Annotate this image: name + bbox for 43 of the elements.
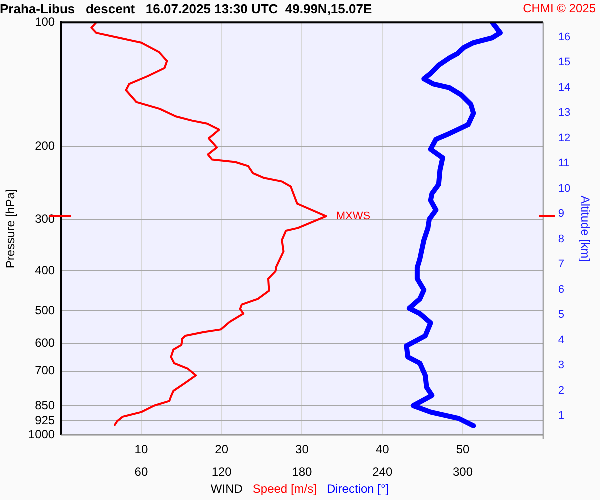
y2-tick-label: 6 <box>558 284 564 296</box>
text: Speed [m/s] <box>252 482 317 496</box>
y-tick-label: 400 <box>35 263 56 278</box>
x-tick-label: 20 <box>215 442 229 457</box>
y-tick-label: 100 <box>35 14 56 29</box>
x-tick-label: 10 <box>134 442 148 457</box>
y2-tick-label: 3 <box>558 360 564 372</box>
x-tick-label: 30 <box>296 442 310 457</box>
x2-tick-label: 120 <box>212 465 232 480</box>
x2-tick-label: 300 <box>452 465 474 480</box>
y-tick-label: 700 <box>35 364 56 378</box>
x2-tick-label: 240 <box>372 465 393 480</box>
y-tick-label: 500 <box>35 303 56 318</box>
x2-tick-label: 60 <box>134 465 148 480</box>
y2-tick-label: 2 <box>558 384 564 397</box>
x-axis-title: WIND <box>210 482 243 496</box>
y-tick-label: 600 <box>35 336 56 350</box>
text: Direction [°] <box>326 482 390 496</box>
y2-tick-label: 4 <box>558 334 564 346</box>
y2-tick-label: 12 <box>558 132 571 144</box>
annotation: MXWS <box>336 210 371 222</box>
y2-tick-label: 13 <box>558 107 571 120</box>
chart-title: Praha-Libus descent 16.07.2025 13:30 UTC 49.99N,15.07E <box>0 1 372 16</box>
y2-tick-label: 5 <box>558 309 564 322</box>
text: CHMI © 2025 <box>523 1 596 16</box>
y2-tick-label: 9 <box>558 208 564 220</box>
y2-tick-label: 10 <box>558 182 571 195</box>
y-axis-title: Pressure [hPa] <box>4 189 18 269</box>
y2-tick-label: 15 <box>558 56 571 69</box>
y-tick-label: 1000 <box>28 428 56 442</box>
y2-tick-label: 8 <box>558 233 564 246</box>
y2-tick-label: 1 <box>558 410 564 422</box>
y2-tick-label: 14 <box>558 82 571 94</box>
y-tick-label: 850 <box>35 398 56 412</box>
y-tick-label: 200 <box>35 139 56 154</box>
y2-tick-label: 7 <box>558 258 564 271</box>
x-tick-label: 40 <box>376 442 390 457</box>
y2-axis-title: Altitude [km] <box>578 196 592 262</box>
x2-tick-label: 180 <box>292 465 313 480</box>
y-tick-label: 925 <box>35 414 56 428</box>
y2-tick-label: 16 <box>558 31 571 44</box>
x-tick-label: 50 <box>456 442 470 457</box>
y2-tick-label: 11 <box>558 158 570 170</box>
